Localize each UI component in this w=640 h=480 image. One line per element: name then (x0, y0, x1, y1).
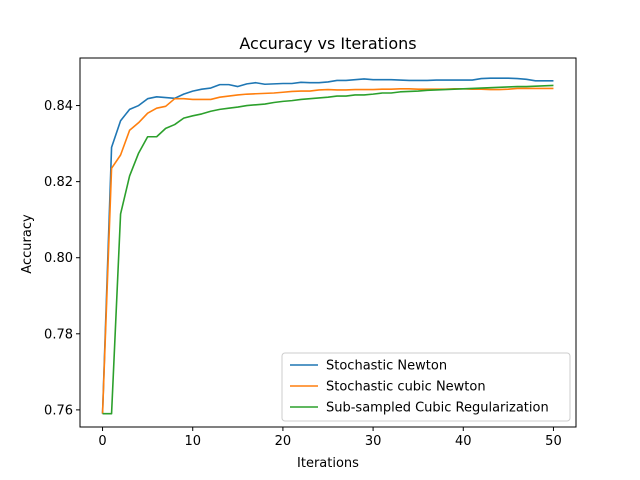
x-axis-label: Iterations (297, 456, 359, 471)
series-line-2 (101, 87, 554, 414)
legend: Stochastic Newton Stochastic cubic Newton… (281, 352, 571, 422)
chart-title: Accuracy vs Iterations (239, 34, 416, 53)
y-tick-label: 0.84 (44, 99, 73, 114)
x-tick-label: 40 (455, 434, 472, 449)
series-layer (101, 77, 554, 415)
series-line-1 (101, 77, 554, 414)
legend-entry-1: Stochastic Newton (326, 359, 447, 374)
x-tick-label: 20 (275, 434, 292, 449)
axes-frame (79, 57, 577, 428)
y-axis-label: Accuracy (20, 214, 35, 274)
axes-layer: 0 10 20 30 40 50 0.76 0.78 0.80 0.82 0.84 (44, 57, 577, 449)
x-tick-label: 10 (184, 434, 201, 449)
x-tick-label: 50 (545, 434, 562, 449)
x-tick-label: 30 (365, 434, 382, 449)
legend-box (281, 352, 571, 422)
y-tick-label: 0.76 (44, 403, 73, 418)
x-tick-label: 0 (98, 434, 106, 449)
y-tick-label: 0.78 (44, 327, 73, 342)
y-tick-label: 0.80 (44, 251, 73, 266)
legend-entry-3: Sub-sampled Cubic Regularization (326, 401, 549, 416)
legend-entry-2: Stochastic cubic Newton (326, 380, 486, 395)
y-tick-label: 0.82 (44, 175, 73, 190)
series-line-3 (102, 84, 554, 415)
